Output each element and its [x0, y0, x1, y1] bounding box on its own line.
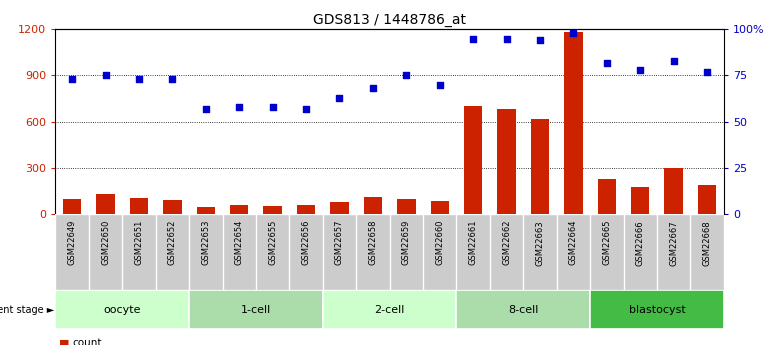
Bar — [598, 178, 616, 214]
Point — [99, 73, 112, 78]
Text: GSM22667: GSM22667 — [669, 220, 678, 266]
Text: GSM22650: GSM22650 — [101, 220, 110, 265]
Point — [133, 76, 146, 82]
Bar — [297, 205, 315, 214]
Point — [668, 58, 680, 63]
Bar — [230, 205, 249, 214]
Bar — [63, 198, 82, 214]
Point — [233, 104, 246, 110]
Bar — [189, 290, 323, 329]
Text: GSM22658: GSM22658 — [368, 220, 377, 265]
Text: GSM22656: GSM22656 — [302, 220, 310, 265]
Text: GSM22662: GSM22662 — [502, 220, 511, 265]
Bar — [464, 106, 482, 214]
Point — [601, 60, 613, 65]
Bar — [497, 109, 516, 214]
Bar — [330, 203, 349, 214]
Bar — [96, 194, 115, 214]
Bar — [457, 290, 590, 329]
Bar — [130, 198, 148, 214]
Point — [266, 104, 279, 110]
Bar — [531, 119, 549, 214]
Bar — [665, 168, 683, 214]
Point — [300, 106, 313, 111]
Text: GSM22649: GSM22649 — [68, 220, 77, 265]
Text: oocyte: oocyte — [103, 305, 141, 315]
Text: blastocyst: blastocyst — [628, 305, 685, 315]
Bar — [263, 206, 282, 214]
Bar — [323, 290, 457, 329]
Text: 8-cell: 8-cell — [508, 305, 538, 315]
Bar — [430, 201, 449, 214]
Point — [199, 106, 212, 111]
Point — [534, 38, 546, 43]
Text: GSM22652: GSM22652 — [168, 220, 177, 265]
Text: development stage ►: development stage ► — [0, 305, 54, 315]
Text: GSM22654: GSM22654 — [235, 220, 244, 265]
Point — [66, 76, 79, 82]
Bar — [55, 290, 189, 329]
Point — [467, 36, 479, 41]
Point — [166, 76, 179, 82]
Text: GSM22665: GSM22665 — [602, 220, 611, 265]
Text: GSM22659: GSM22659 — [402, 220, 411, 265]
Text: GSM22664: GSM22664 — [569, 220, 578, 265]
Point — [400, 73, 413, 78]
Text: GSM22655: GSM22655 — [268, 220, 277, 265]
Text: GSM22661: GSM22661 — [469, 220, 477, 265]
Text: GSM22660: GSM22660 — [435, 220, 444, 265]
Point — [500, 36, 513, 41]
Title: GDS813 / 1448786_at: GDS813 / 1448786_at — [313, 13, 466, 27]
Bar — [397, 198, 416, 214]
Point — [434, 82, 446, 87]
Text: GSM22653: GSM22653 — [201, 220, 210, 265]
Point — [367, 86, 379, 91]
Text: GSM22663: GSM22663 — [535, 220, 544, 266]
Text: GSM22657: GSM22657 — [335, 220, 344, 265]
Point — [701, 69, 713, 75]
Bar — [163, 200, 182, 214]
Bar — [196, 207, 215, 214]
Point — [634, 67, 647, 73]
Text: GSM22668: GSM22668 — [702, 220, 711, 266]
Point — [567, 30, 580, 36]
Point — [333, 95, 346, 100]
Bar — [564, 32, 583, 214]
Text: ■: ■ — [59, 338, 70, 345]
Bar — [631, 187, 649, 214]
Text: count: count — [72, 338, 102, 345]
Text: GSM22651: GSM22651 — [135, 220, 143, 265]
Bar — [363, 197, 382, 214]
Text: 1-cell: 1-cell — [241, 305, 271, 315]
Text: GSM22666: GSM22666 — [636, 220, 644, 266]
Text: 2-cell: 2-cell — [374, 305, 405, 315]
Bar — [590, 290, 724, 329]
Bar — [698, 185, 716, 214]
